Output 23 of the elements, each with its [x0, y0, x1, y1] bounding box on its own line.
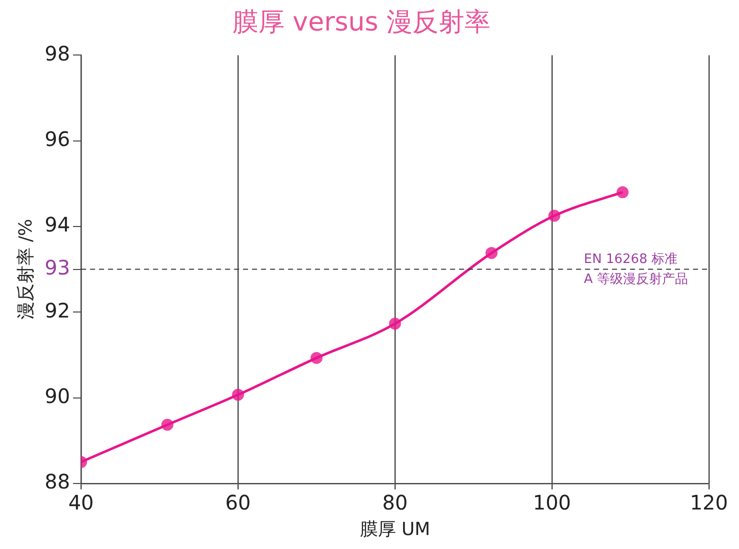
x-tick-label: 120 [690, 490, 728, 515]
y-axis-title: 漫反射率 /% [15, 218, 36, 320]
y-tick-label: 88 [44, 470, 70, 494]
y-tick-label: 94 [44, 212, 70, 237]
ref-line-label: EN 16268 标准 A 等级漫反射产品 [584, 252, 688, 288]
x-axis-title: 膜厚 UM [360, 518, 430, 540]
point [616, 186, 629, 198]
y-tick-label: 90 [44, 384, 70, 408]
point [486, 247, 498, 260]
x-tick-label: 100 [532, 490, 572, 515]
x-tick-label: 80 [382, 490, 408, 515]
x-tick-label: 40 [68, 490, 94, 515]
y-tick-label: 98 [44, 41, 70, 66]
y-tick-label: 93 [44, 256, 70, 280]
point [161, 418, 174, 431]
point [388, 318, 401, 330]
x-tick-label: 60 [225, 490, 251, 515]
point [548, 210, 560, 222]
point [232, 388, 244, 401]
y-tick-label: 96 [44, 127, 70, 152]
y-tick-label: 92 [44, 298, 70, 322]
point [310, 352, 322, 364]
chart-title: 膜厚 versus 漫反射率 [232, 7, 491, 38]
